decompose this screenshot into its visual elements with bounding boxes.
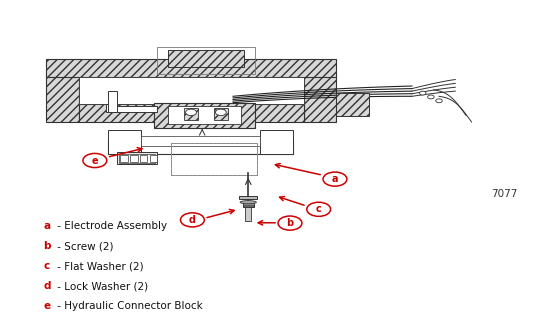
Bar: [46, 74, 79, 122]
Circle shape: [180, 213, 204, 227]
Bar: [140, 155, 147, 162]
Bar: [117, 152, 157, 164]
Bar: [304, 74, 336, 122]
Bar: [79, 104, 304, 122]
Bar: [120, 155, 128, 162]
Text: - Screw (2): - Screw (2): [54, 241, 114, 251]
Circle shape: [307, 202, 331, 216]
Bar: [157, 47, 255, 74]
Text: - Electrode Assembly: - Electrode Assembly: [54, 221, 167, 231]
Circle shape: [428, 95, 434, 99]
Bar: [168, 50, 244, 67]
Circle shape: [83, 153, 107, 168]
Text: a: a: [43, 221, 50, 231]
Text: b: b: [43, 241, 51, 251]
Text: c: c: [316, 204, 321, 214]
Text: d: d: [189, 215, 196, 225]
Bar: [239, 196, 257, 199]
Bar: [168, 106, 241, 124]
Bar: [108, 106, 157, 112]
Bar: [108, 91, 117, 112]
Text: a: a: [332, 174, 338, 184]
Bar: [119, 154, 155, 163]
Text: b: b: [286, 218, 294, 228]
Text: c: c: [43, 261, 50, 271]
Circle shape: [278, 216, 302, 230]
Circle shape: [420, 91, 426, 95]
Circle shape: [185, 109, 196, 116]
Bar: [46, 59, 336, 77]
Bar: [130, 155, 138, 162]
Bar: [79, 77, 304, 104]
Ellipse shape: [240, 201, 256, 204]
Text: d: d: [43, 281, 51, 291]
Bar: [150, 155, 157, 162]
Circle shape: [323, 172, 347, 186]
Text: - Flat Washer (2): - Flat Washer (2): [54, 261, 144, 271]
Circle shape: [436, 99, 442, 103]
Bar: [245, 207, 251, 221]
Bar: [214, 108, 228, 120]
Text: e: e: [92, 155, 98, 166]
Bar: [141, 136, 260, 146]
Bar: [108, 140, 293, 154]
Bar: [260, 130, 293, 154]
Text: - Hydraulic Connector Block: - Hydraulic Connector Block: [54, 301, 203, 311]
Bar: [154, 103, 255, 128]
Bar: [108, 130, 141, 154]
Bar: [106, 104, 117, 112]
Text: e: e: [43, 301, 50, 311]
Bar: [184, 108, 198, 120]
Bar: [243, 203, 254, 207]
Bar: [336, 93, 369, 116]
Text: 7077: 7077: [491, 189, 518, 199]
Circle shape: [216, 109, 227, 116]
Bar: [171, 143, 257, 175]
Text: - Lock Washer (2): - Lock Washer (2): [54, 281, 149, 291]
